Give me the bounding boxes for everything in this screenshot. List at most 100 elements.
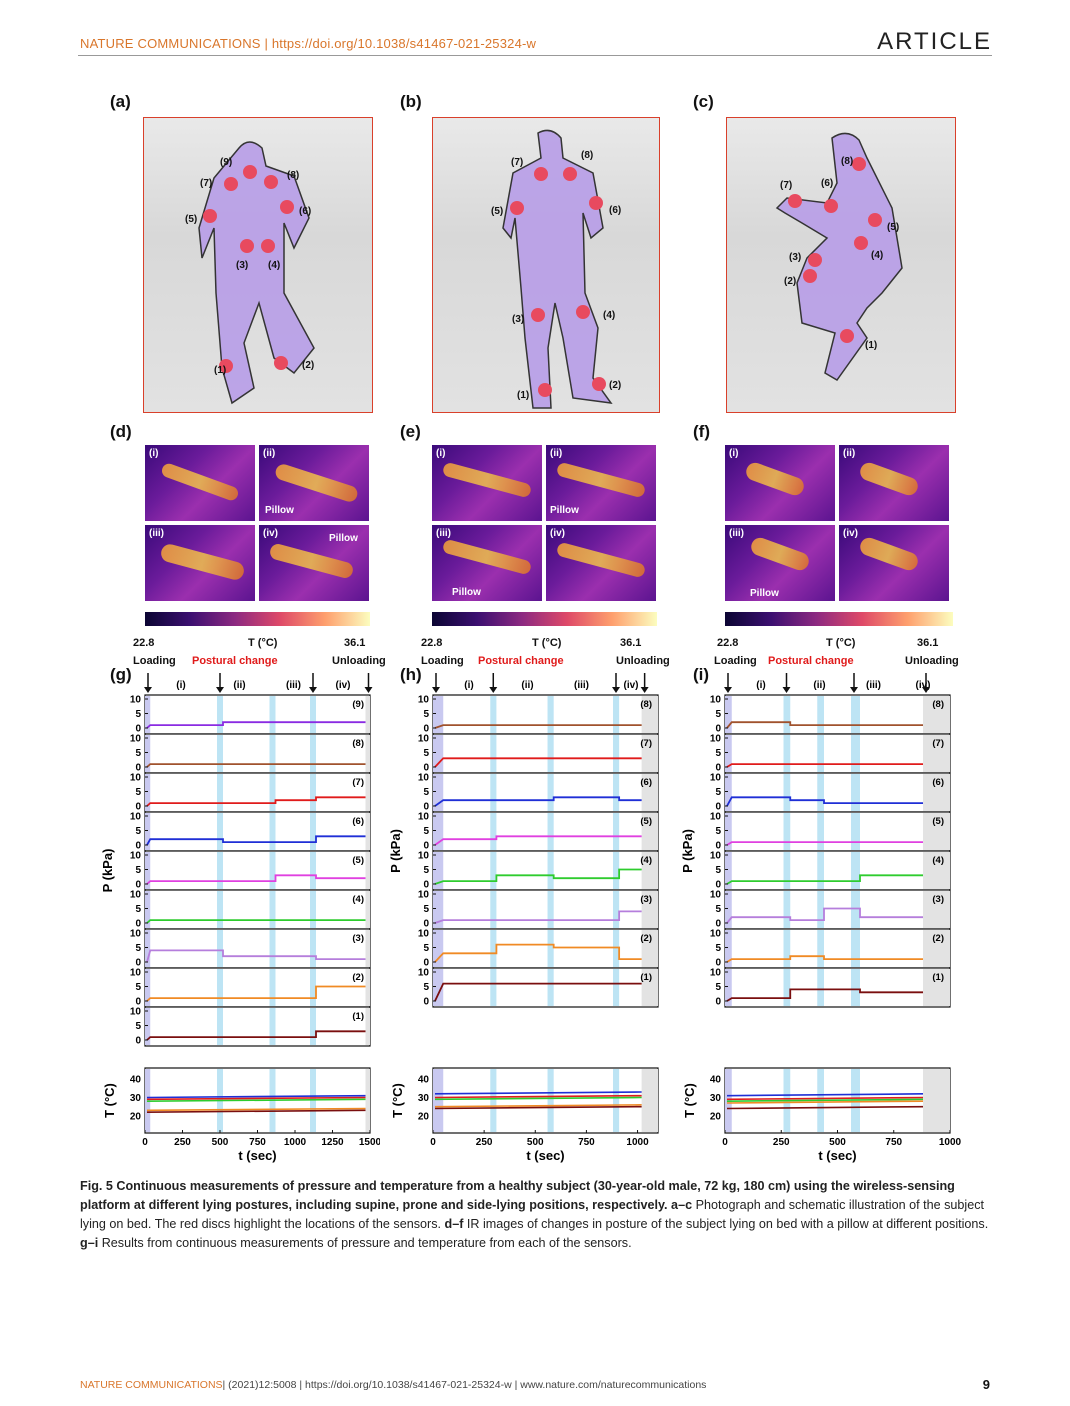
phase-band bbox=[817, 774, 824, 811]
phase-band bbox=[613, 969, 620, 1006]
phase-band bbox=[613, 813, 620, 850]
y-tick-label: 0 bbox=[423, 880, 429, 891]
unload-band bbox=[923, 696, 950, 733]
unload-band bbox=[923, 1069, 950, 1132]
running-header: NATURE COMMUNICATIONS | https://doi.org/… bbox=[80, 36, 537, 51]
sensor-id: (7) bbox=[352, 777, 364, 788]
y-tick-label: 0 bbox=[423, 763, 429, 774]
event-arrowhead bbox=[724, 687, 732, 693]
phase-band bbox=[310, 813, 316, 850]
y-tick-label: 5 bbox=[135, 826, 141, 837]
phase-band bbox=[217, 930, 223, 967]
phase-label: (iv) bbox=[336, 680, 351, 691]
x-tick-label: 250 bbox=[174, 1137, 191, 1148]
y-axis-label: T (°C) bbox=[102, 1083, 117, 1118]
phase-band bbox=[547, 1069, 554, 1132]
x-tick-label: 500 bbox=[212, 1137, 229, 1148]
y-tick-label: 10 bbox=[130, 734, 142, 745]
phase-band bbox=[817, 891, 824, 928]
unload-band bbox=[365, 1069, 370, 1132]
temp-series bbox=[146, 1098, 366, 1102]
y-tick-label: 10 bbox=[418, 968, 430, 979]
phase-label: (ii) bbox=[813, 680, 825, 691]
event-arrowhead bbox=[216, 687, 224, 693]
phase-band bbox=[851, 891, 860, 928]
phase-band bbox=[217, 696, 223, 733]
sensor-row: (7) 10 5 0 bbox=[130, 772, 371, 813]
phase-band bbox=[547, 852, 554, 889]
sensor-row: (5) 10 5 0 bbox=[710, 811, 951, 852]
y-tick-label: 40 bbox=[710, 1075, 722, 1086]
unload-band bbox=[641, 696, 658, 733]
y-tick-label: 10 bbox=[130, 851, 142, 862]
sensor-id: (5) bbox=[932, 816, 944, 827]
row-frame bbox=[144, 1006, 371, 1047]
row-frame bbox=[432, 733, 659, 774]
y-tick-label: 20 bbox=[130, 1111, 142, 1122]
y-tick-label: 0 bbox=[715, 958, 721, 969]
pressure-series bbox=[726, 988, 923, 1002]
phase-band bbox=[145, 735, 151, 772]
x-tick-label: 0 bbox=[722, 1137, 728, 1148]
y-tick-label: 5 bbox=[135, 1021, 141, 1032]
event-arrowhead bbox=[612, 687, 620, 693]
sensor-id: (8) bbox=[640, 699, 652, 710]
sensor-label: (2) bbox=[609, 380, 621, 391]
event-arrowhead bbox=[309, 687, 317, 693]
row-frame bbox=[724, 850, 951, 891]
phase-band bbox=[783, 930, 791, 967]
phase-band bbox=[490, 930, 497, 967]
phase-band bbox=[433, 852, 444, 889]
temp-series bbox=[726, 1096, 924, 1101]
y-tick-label: 5 bbox=[715, 826, 721, 837]
y-tick-label: 0 bbox=[715, 763, 721, 774]
phase-band bbox=[269, 813, 276, 850]
sensor-id: (3) bbox=[932, 894, 944, 905]
y-tick-label: 5 bbox=[715, 865, 721, 876]
y-tick-label: 5 bbox=[135, 787, 141, 798]
doi-link[interactable]: https://doi.org/10.1038/s41467-021-25324… bbox=[271, 36, 537, 51]
sensor-id: (2) bbox=[352, 972, 364, 983]
phase-band bbox=[269, 852, 276, 889]
phase-label: (ii) bbox=[521, 680, 533, 691]
phase-band bbox=[613, 696, 620, 733]
sensor-id: (7) bbox=[640, 738, 652, 749]
y-tick-label: 5 bbox=[715, 709, 721, 720]
phase-band bbox=[547, 813, 554, 850]
phase-band bbox=[269, 696, 276, 733]
row-frame bbox=[144, 811, 371, 852]
phase-band bbox=[310, 891, 316, 928]
ir-cell: (iii) Pillow bbox=[725, 525, 835, 601]
panel-label-e: (e) bbox=[400, 422, 421, 441]
row-frame bbox=[724, 967, 951, 1008]
sensor-label: (7) bbox=[511, 157, 523, 168]
unloading-label: Unloading bbox=[616, 655, 670, 667]
y-tick-label: 5 bbox=[715, 904, 721, 915]
panel-label-g: (g) bbox=[110, 665, 132, 684]
phase-band bbox=[433, 735, 444, 772]
phase-band bbox=[817, 735, 824, 772]
phase-band bbox=[433, 930, 444, 967]
phase-band bbox=[851, 735, 860, 772]
chart-i: (i) (ii) (iii) (iv)(8)1050(7)1050(6)1050(5)… bbox=[680, 673, 962, 1163]
y-axis-label: P (kPa) bbox=[388, 829, 403, 873]
phase-band bbox=[613, 852, 620, 889]
pressure-series bbox=[434, 943, 642, 963]
phase-band bbox=[217, 1008, 223, 1045]
phase-band bbox=[725, 891, 732, 928]
sensor-id: (8) bbox=[932, 699, 944, 710]
unload-band bbox=[923, 891, 950, 928]
sensor-label: (4) bbox=[603, 310, 615, 321]
sensor-row: (7) 10 5 0 bbox=[418, 733, 659, 774]
unload-band bbox=[923, 930, 950, 967]
y-tick-label: 5 bbox=[135, 865, 141, 876]
sensor-id: (6) bbox=[352, 816, 364, 827]
y-tick-label: 0 bbox=[135, 919, 141, 930]
unload-band bbox=[365, 774, 370, 811]
pressure-series bbox=[434, 724, 642, 729]
phase-band bbox=[547, 891, 554, 928]
row-frame bbox=[724, 733, 951, 774]
sensor-label: (5) bbox=[887, 222, 899, 233]
phase-band bbox=[490, 852, 497, 889]
phase-band bbox=[217, 891, 223, 928]
